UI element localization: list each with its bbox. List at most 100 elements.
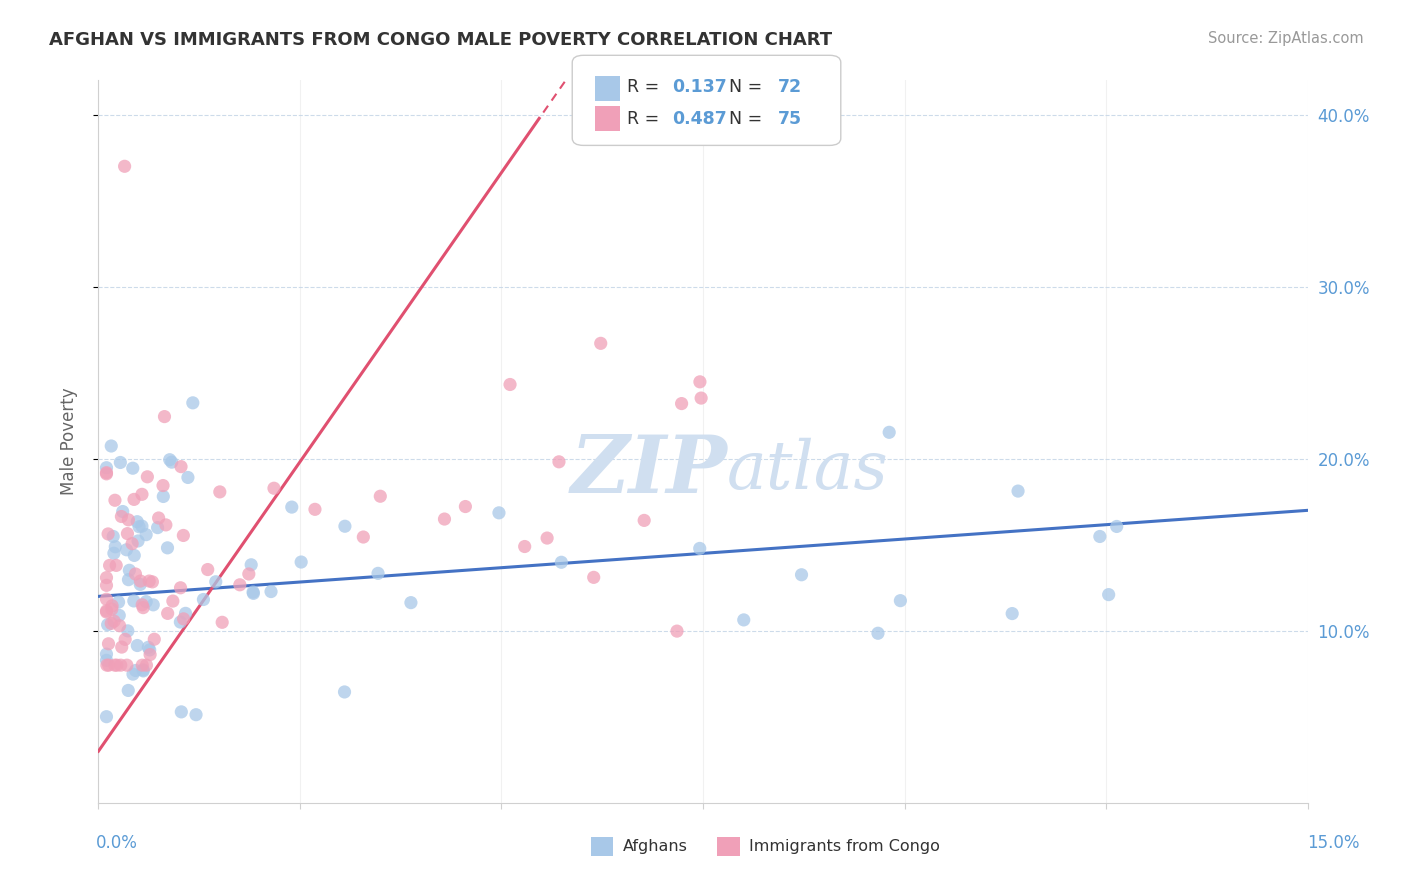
- Point: [110, 658, 132, 673]
- Point: [454, 500, 477, 514]
- Point: [689, 375, 711, 389]
- Text: Immigrants from Congo: Immigrants from Congo: [749, 839, 941, 854]
- Text: 0.487: 0.487: [672, 110, 727, 128]
- Point: [208, 484, 231, 499]
- Point: [671, 396, 693, 410]
- Point: [260, 584, 283, 599]
- Point: [131, 598, 153, 612]
- Text: 15.0%: 15.0%: [1306, 834, 1360, 852]
- Point: [169, 615, 191, 629]
- Point: [129, 577, 152, 591]
- Point: [135, 658, 157, 673]
- Point: [633, 513, 655, 527]
- Point: [107, 595, 129, 609]
- Point: [352, 530, 374, 544]
- Point: [96, 466, 118, 480]
- Point: [160, 455, 183, 469]
- Point: [550, 555, 572, 569]
- Point: [156, 541, 179, 555]
- Point: [100, 439, 122, 453]
- Point: [536, 531, 558, 545]
- Point: [96, 578, 118, 592]
- Point: [121, 461, 143, 475]
- Point: [96, 571, 118, 585]
- Point: [131, 519, 153, 533]
- Point: [97, 527, 120, 541]
- Point: [105, 658, 128, 673]
- Point: [242, 586, 264, 600]
- Point: [135, 595, 157, 609]
- Point: [170, 459, 193, 474]
- Point: [122, 549, 145, 563]
- Text: AFGHAN VS IMMIGRANTS FROM CONGO MALE POVERTY CORRELATION CHART: AFGHAN VS IMMIGRANTS FROM CONGO MALE POV…: [49, 31, 832, 49]
- Point: [97, 658, 120, 673]
- Text: N =: N =: [718, 110, 768, 128]
- Point: [333, 519, 356, 533]
- Y-axis label: Male Poverty: Male Poverty: [59, 388, 77, 495]
- Point: [135, 527, 157, 541]
- Point: [159, 452, 181, 467]
- Point: [127, 639, 149, 653]
- Point: [733, 613, 755, 627]
- Text: Source: ZipAtlas.com: Source: ZipAtlas.com: [1208, 31, 1364, 46]
- Point: [162, 594, 184, 608]
- Point: [1105, 519, 1128, 533]
- Point: [96, 592, 118, 607]
- Point: [204, 574, 226, 589]
- Point: [96, 604, 118, 618]
- Point: [97, 637, 120, 651]
- Point: [132, 664, 155, 678]
- Point: [136, 470, 159, 484]
- Point: [124, 566, 146, 581]
- Point: [104, 658, 127, 673]
- Text: atlas: atlas: [727, 438, 889, 503]
- Point: [136, 640, 159, 655]
- Point: [122, 594, 145, 608]
- Point: [110, 455, 132, 469]
- Point: [172, 528, 194, 542]
- Text: 72: 72: [778, 78, 801, 95]
- Point: [281, 500, 304, 514]
- Text: R =: R =: [627, 78, 665, 95]
- Point: [118, 563, 141, 577]
- Point: [513, 540, 536, 554]
- Point: [124, 664, 146, 678]
- Point: [690, 391, 713, 405]
- Point: [115, 542, 138, 557]
- Point: [488, 506, 510, 520]
- Point: [589, 336, 612, 351]
- Point: [132, 600, 155, 615]
- Point: [105, 558, 128, 573]
- Point: [146, 520, 169, 534]
- Point: [142, 598, 165, 612]
- Point: [129, 574, 152, 588]
- Text: 0.0%: 0.0%: [96, 834, 138, 852]
- Point: [155, 517, 177, 532]
- Point: [111, 640, 134, 654]
- Point: [96, 467, 118, 481]
- Point: [127, 533, 149, 548]
- Point: [211, 615, 233, 630]
- Point: [104, 540, 127, 554]
- Point: [101, 602, 124, 616]
- Point: [153, 409, 176, 424]
- Point: [238, 566, 260, 581]
- Point: [1088, 529, 1111, 543]
- Point: [131, 487, 153, 501]
- Point: [101, 599, 124, 613]
- Text: R =: R =: [627, 110, 665, 128]
- Point: [96, 658, 118, 673]
- Point: [100, 616, 122, 631]
- Point: [689, 541, 711, 556]
- Point: [115, 658, 138, 673]
- Point: [433, 512, 456, 526]
- Point: [156, 607, 179, 621]
- Point: [114, 159, 136, 173]
- Point: [117, 624, 139, 638]
- Point: [108, 619, 131, 633]
- Point: [367, 566, 389, 581]
- Point: [96, 647, 118, 661]
- Point: [790, 567, 813, 582]
- Point: [152, 478, 174, 492]
- Point: [582, 570, 605, 584]
